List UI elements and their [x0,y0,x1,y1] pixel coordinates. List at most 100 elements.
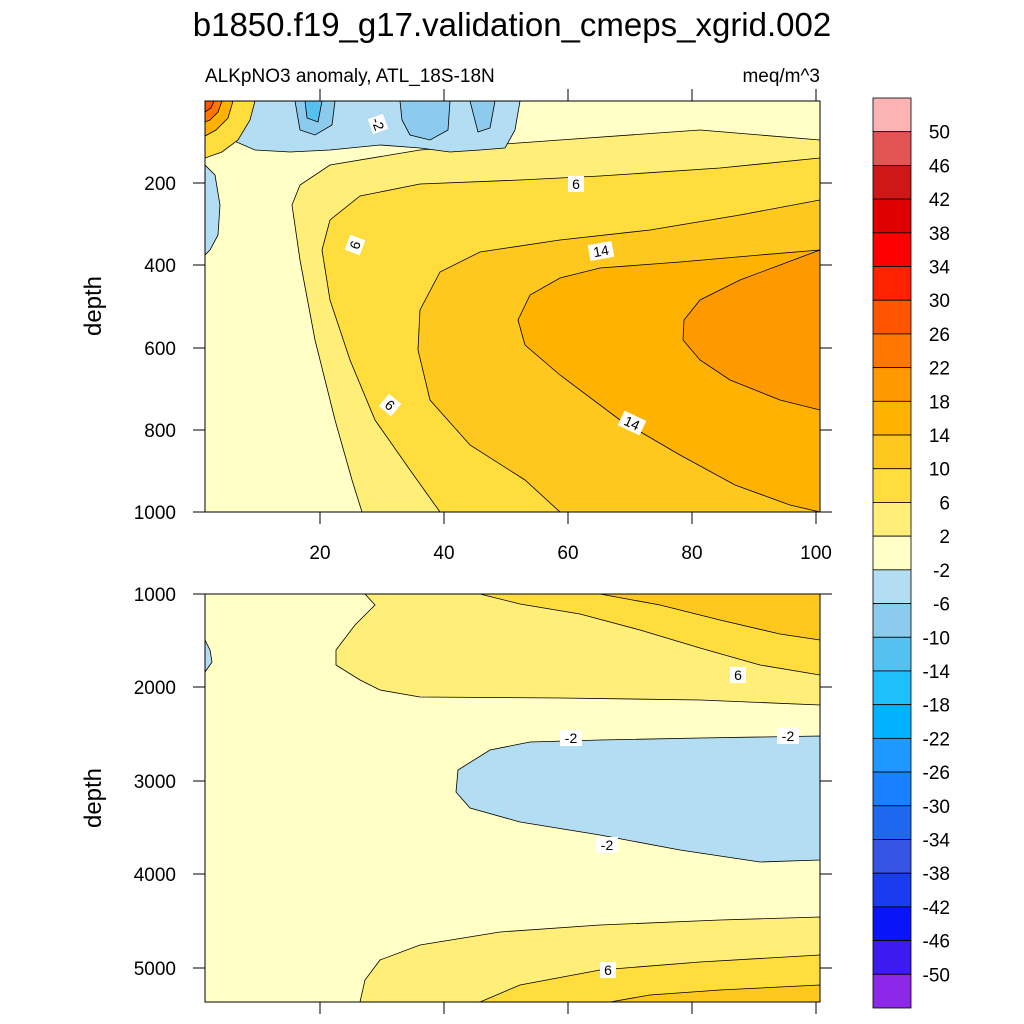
upper-y-axis-label: depth [80,276,107,336]
colorbar-swatch [872,771,912,807]
upper-surface-blue-core [304,101,323,123]
lower-y-ticklabels: 1000 2000 3000 4000 5000 [134,585,176,980]
lower-y-tick-2000: 2000 [134,678,176,699]
colorbar: 50 46 42 38 34 30 26 22 18 14 10 6 2 -2 -6 -10 -14 -18 -22… [872,97,951,1009]
colorbar-label: -14 [923,662,951,683]
upper-y-tick-1000: 1000 [134,503,176,524]
colorbar-swatch [872,232,912,267]
colorbar-label: -10 [923,628,950,649]
upper-contour-label-1: -2 [368,115,387,132]
colorbar-swatch [872,434,912,470]
colorbar-label: -46 [923,932,950,953]
upper-contour-label-2: 6 [572,176,580,192]
colorbar-label: -22 [923,729,950,750]
colorbar-label: -34 [923,830,951,851]
colorbar-swatch [872,198,912,234]
chart-title: b1850.f19_g17.validation_cmeps_xgrid.002 [193,6,831,43]
colorbar-label: -42 [923,898,950,919]
x-ticklabels: 20 40 60 80 100 [309,543,831,564]
colorbar-label: 14 [929,426,951,447]
upper-y-tick-800: 800 [144,421,176,442]
colorbar-swatch [872,636,912,672]
upper-y-tick-600: 600 [144,339,176,360]
colorbar-label: -38 [923,864,950,885]
x-tick-20: 20 [309,543,330,564]
x-tick-40: 40 [433,543,454,564]
colorbar-swatch [872,805,912,840]
upper-y-ticklabels: 200 400 600 800 1000 [134,174,176,524]
colorbar-swatch [872,97,912,133]
colorbar-label: -26 [923,763,950,784]
colorbar-label: 10 [929,460,950,481]
colorbar-swatch [872,737,912,773]
colorbar-swatch [872,468,912,503]
upper-band-18-22 [682,249,820,411]
colorbar-swatch [872,266,912,301]
lower-contour-label-3: -2 [782,728,795,744]
colorbar-swatch [872,839,912,874]
colorbar-swatch [872,299,912,335]
colorbar-swatch [872,704,912,739]
colorbar-swatch [872,906,912,941]
lower-contour-label-1: 6 [734,667,742,683]
lower-contour-label-4: -2 [601,837,614,853]
lower-panel [205,594,820,1002]
x-tick-60: 60 [557,543,578,564]
lower-plot-frame [204,593,821,1003]
upper-y-tick-400: 400 [144,256,176,277]
lower-axes [193,593,832,1014]
upper-axes [193,89,832,524]
lower-band-10-14-bottom [609,984,820,1002]
colorbar-label: 22 [929,359,950,380]
x-tick-100: 100 [800,543,832,564]
colorbar-swatch [872,502,912,537]
units-label: meq/m^3 [742,66,820,87]
colorbar-label: -6 [933,595,950,616]
upper-contour-labels: -2 6 6 14 6 14 [344,113,647,436]
colorbar-label: 34 [929,258,951,279]
colorbar-label: 30 [929,291,950,312]
colorbar-label: -2 [933,561,950,582]
colorbar-label: -50 [923,965,950,986]
x-tick-80: 80 [681,543,702,564]
lower-y-axis-label: depth [80,768,107,828]
upper-y-tick-200: 200 [144,174,176,195]
lower-y-tick-4000: 4000 [134,865,176,886]
colorbar-label: -30 [923,797,950,818]
colorbar-label: 18 [929,392,950,413]
upper-left-blue [205,164,221,256]
colorbar-label: 6 [939,493,950,514]
colorbar-swatch [872,367,912,402]
colorbar-label: 38 [929,224,950,245]
colorbar-swatch [872,670,912,706]
lower-y-tick-1000: 1000 [134,585,176,606]
colorbar-swatch [872,872,912,908]
colorbar-label: 2 [939,527,950,548]
colorbar-swatch [872,400,912,436]
colorbar-label: 26 [929,325,950,346]
lower-contour-labels: 6 -2 -2 -2 6 [560,667,799,978]
lower-band-10-14-top [599,594,820,641]
colorbar-label: 42 [929,190,950,211]
upper-contour-label-6: 14 [622,412,643,433]
colorbar-swatch [872,940,912,975]
lower-contour-label-5: 6 [604,962,612,978]
chart-subtitle: ALKpNO3 anomaly, ATL_18S-18N [205,66,495,87]
upper-surface-blue-dark [294,101,496,141]
upper-plot-frame [204,100,821,513]
colorbar-swatch [872,569,912,604]
colorbar-swatch [872,603,912,638]
colorbar-swatch [872,131,912,166]
colorbar-swatch [872,535,912,571]
colorbar-swatch [872,333,912,369]
colorbar-label: 46 [929,156,950,177]
lower-y-tick-5000: 5000 [134,959,176,980]
colorbar-label: 50 [929,123,950,144]
colorbar-swatch [872,165,912,200]
lower-y-tick-3000: 3000 [134,772,176,793]
lower-left-blue [205,639,213,673]
upper-panel [205,101,820,512]
lower-blue [455,735,820,863]
colorbar-swatch [872,973,912,1009]
